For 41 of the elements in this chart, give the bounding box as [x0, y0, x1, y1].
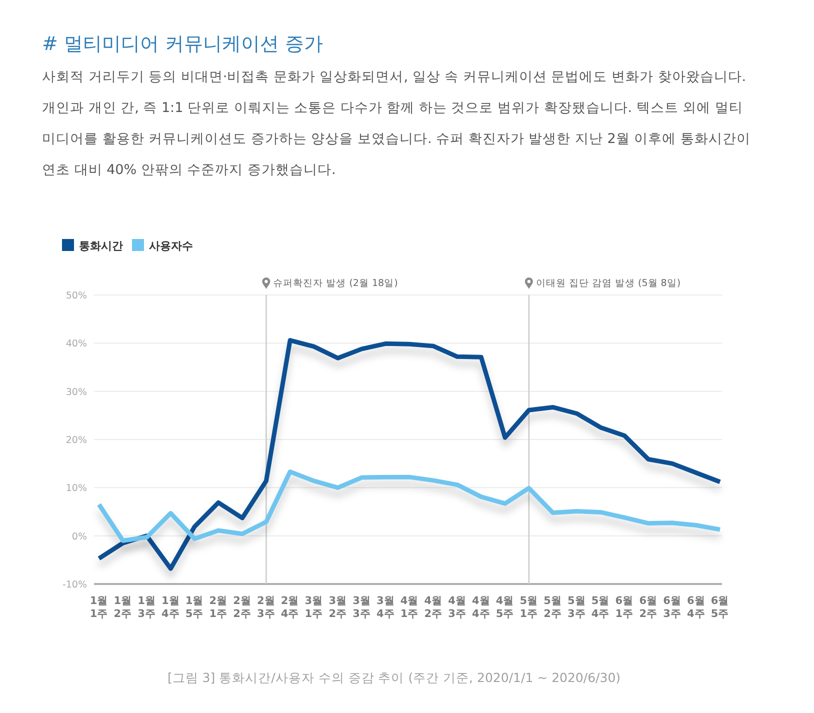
legend-label: 사용자수	[149, 240, 193, 252]
x-tick-label: 4월 2주	[424, 595, 443, 620]
y-tick-label: -10%	[62, 580, 87, 590]
x-tick-label: 4월 1주	[400, 595, 419, 620]
x-tick-label: 4월 3주	[448, 595, 466, 620]
x-tick-label: 3월 3주	[352, 595, 371, 620]
ref-line-label: 슈퍼확진자 발생 (2월 18일)	[273, 278, 398, 289]
x-tick-label: 5월 1주	[520, 595, 538, 620]
x-tick-label: 1월 3주	[138, 595, 156, 620]
x-tick-label: 6월 5주	[710, 595, 730, 620]
y-tick-label: 40%	[66, 338, 87, 350]
x-tick-label: 2월 3주	[257, 595, 276, 620]
x-tick-label: 5월 2주	[544, 595, 562, 620]
y-tick-label: 0%	[72, 531, 87, 542]
x-tick-label: 5월 3주	[568, 595, 586, 620]
x-tick-label: 1월 2주	[114, 595, 132, 620]
x-tick-label: 1월 1주	[90, 595, 108, 620]
x-tick-label: 2월 1주	[209, 595, 228, 620]
x-tick-label: 5월 4주	[591, 595, 610, 620]
y-tick-label: 30%	[66, 386, 87, 398]
x-tick-label: 6월 1주	[615, 595, 634, 620]
y-tick-label: 50%	[66, 290, 87, 302]
chart-title: # 멀티미디어 커뮤니케이션 증가	[42, 32, 324, 57]
x-tick-label: 6월 3주	[663, 595, 682, 620]
y-tick-label: 20%	[66, 435, 87, 446]
x-tick-label: 2월 4주	[280, 595, 300, 620]
legend-label: 통화시간	[79, 240, 123, 252]
x-tick-label: 4월 4주	[472, 595, 490, 620]
x-tick-label: 6월 4주	[686, 595, 706, 620]
x-tick-label: 3월 4주	[376, 595, 395, 620]
x-tick-label: 3월 1주	[304, 595, 324, 620]
text: [그림 3] 통화시간/사용자 수의 증감 추이 (주간 기준, 2020/1/1 ~ 2020/6/30)	[167, 670, 621, 685]
x-tick-label: 2월 2주	[233, 595, 252, 620]
y-tick-label: 10%	[66, 483, 87, 494]
chart-subtitle: 사회적 거리두기 등의 비대면·비접촉 문화가 일상화되면서, 일상 속 커뮤니케이션 문법에도 변화가 찾아왔습니다. 개인과 개인 간, 즉 1:1 단위로 이뤄지는 소통은 다수가 함께 하는 것으로 범위가 확장됐습니다. 텍스트 외에 멀티미디어를 활용한 커뮤니케이션도 증가하는 양상을 보였습니다. 슈퍼 확진자가 발생한 지난 2월 이후에 통화시간이 연초 대비 40% 안팎의 수준까지 증가했습니다.	[42, 68, 752, 180]
x-tick-label: 4월 5주	[496, 595, 514, 620]
x-tick-label: 6월 2주	[639, 595, 658, 620]
x-tick-label: 3월 2주	[328, 595, 347, 620]
x-tick-label: 1월 5주	[185, 595, 204, 620]
ref-line-label: 이태원 집단 감염 발생 (5월 8일)	[536, 278, 681, 289]
x-tick-label: 1월 4주	[162, 595, 180, 620]
